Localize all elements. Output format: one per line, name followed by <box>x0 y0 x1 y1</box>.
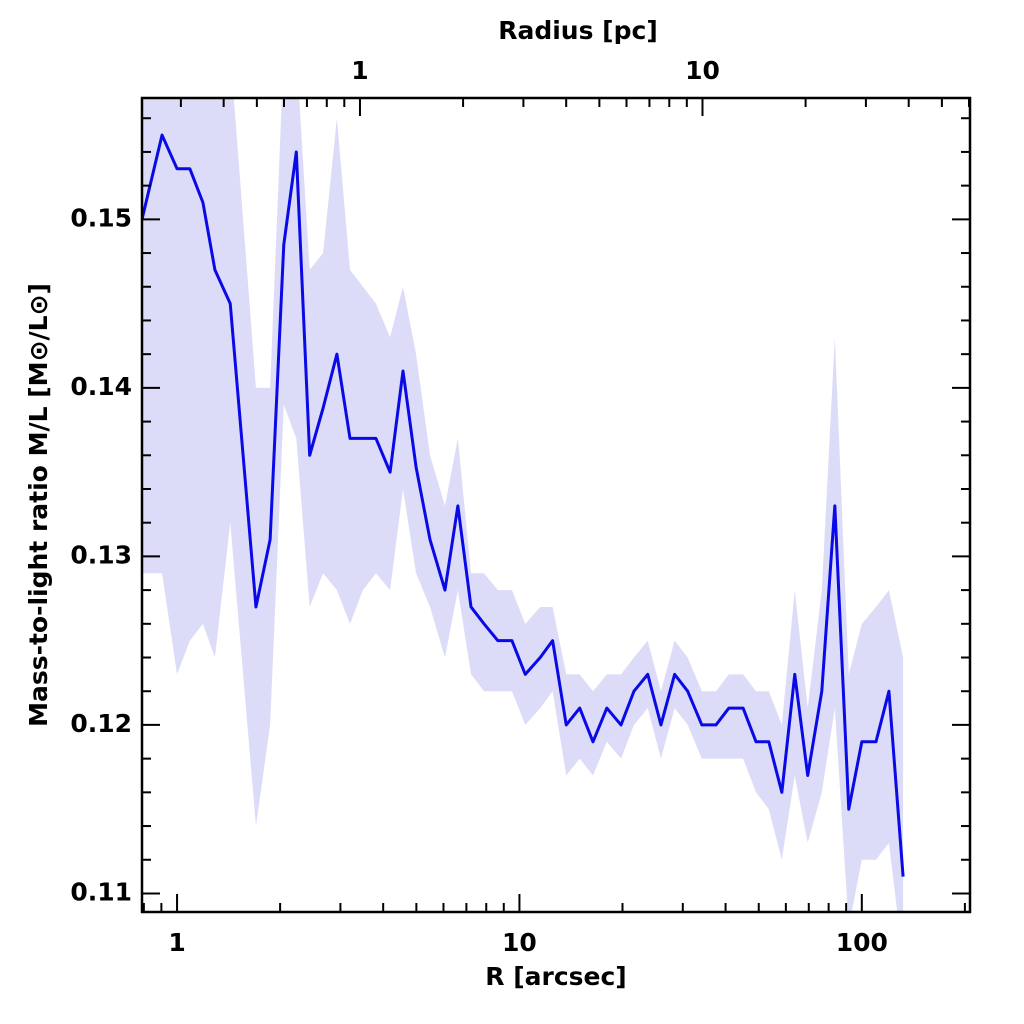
y-tick-label: 0.12 <box>70 709 132 738</box>
plot-area <box>142 98 905 912</box>
x-tick-label: 100 <box>836 928 888 957</box>
data-line <box>142 133 905 877</box>
x2-tick-label: 10 <box>685 56 720 85</box>
x2-tick-label: 1 <box>351 56 368 85</box>
x2-axis-label: Radius [pc] <box>498 16 658 45</box>
y-tick-label: 0.14 <box>70 372 132 401</box>
x-tick-label: 10 <box>502 928 537 957</box>
y-tick-label: 0.13 <box>70 540 132 569</box>
y-tick-label: 0.11 <box>70 877 132 906</box>
y-tick-label: 0.15 <box>70 203 132 232</box>
x-tick-label: 1 <box>168 928 185 957</box>
plot-frame <box>140 96 972 914</box>
x-axis-label: R [arcsec] <box>485 962 626 991</box>
error-band <box>142 98 904 912</box>
y-axis-label: Mass-to-light ratio M/L [M⊙/L⊙] <box>24 283 53 727</box>
